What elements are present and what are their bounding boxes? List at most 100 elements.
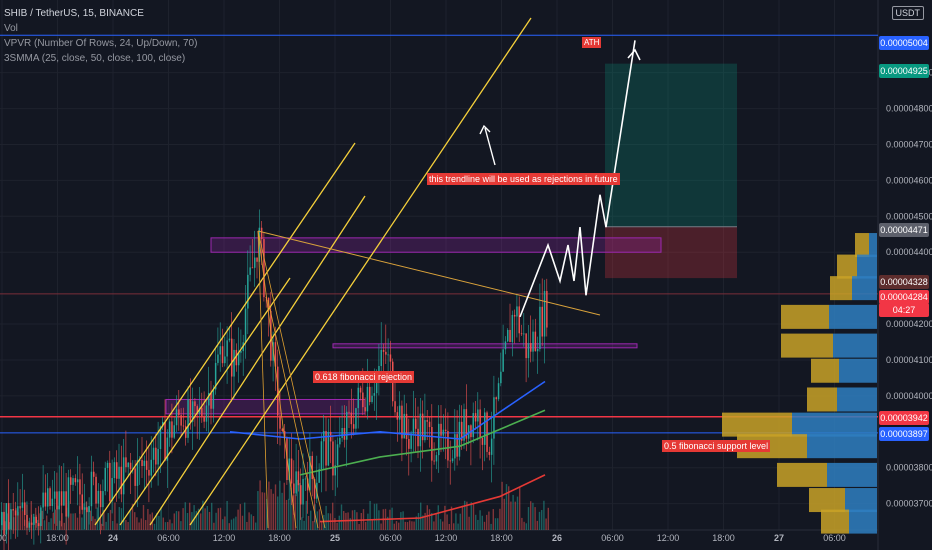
fib-fan-line — [257, 230, 297, 529]
candle-body — [486, 412, 488, 452]
volume-bar — [65, 507, 68, 530]
candle-body — [352, 424, 355, 429]
candle-body — [194, 401, 196, 407]
volume-bar — [422, 515, 424, 530]
annotation-arrow-head — [479, 124, 491, 135]
volume-bar — [393, 523, 395, 530]
volume-bar — [131, 503, 134, 530]
volume-bar — [105, 521, 107, 530]
volume-bar — [153, 523, 156, 530]
volume-bar — [160, 506, 162, 530]
candle-body — [187, 399, 189, 438]
volume-profile-down — [811, 358, 839, 383]
price-tag-countdown: 04:27 — [879, 303, 929, 317]
candle-body — [83, 507, 86, 510]
candle-body — [435, 455, 438, 462]
volume-bar — [527, 507, 530, 530]
volume-bar — [164, 522, 167, 530]
volume-bar — [277, 496, 279, 530]
volume-bar — [120, 508, 123, 530]
candle-body — [7, 503, 10, 530]
volume-bar — [79, 506, 81, 530]
volume-bar — [149, 514, 151, 530]
candle-body — [274, 342, 277, 367]
volume-bar — [358, 523, 360, 530]
fib-618-note[interactable]: 0.618 fibonacci rejection — [313, 371, 415, 383]
candle-body — [532, 331, 534, 352]
candle-body — [97, 490, 100, 504]
volume-profile-up — [857, 254, 877, 279]
legend-smma[interactable]: 3SMMA (25, close, 50, close, 100, close) — [4, 53, 186, 64]
volume-bar — [479, 510, 481, 530]
volume-bar — [400, 512, 402, 530]
trendline-note[interactable]: this trendline will be used as rejection… — [427, 173, 620, 185]
volume-bar — [481, 515, 483, 530]
volume-bar — [290, 487, 292, 530]
x-tick-label: 06:00 — [379, 533, 402, 543]
candle-body — [378, 366, 380, 376]
candle-body — [33, 516, 35, 525]
volume-bar — [125, 519, 127, 530]
volume-bar — [508, 486, 510, 530]
candle-body — [456, 434, 458, 457]
volume-bar — [224, 516, 226, 530]
volume-bar — [367, 513, 369, 530]
legend-vol[interactable]: Vol — [4, 23, 18, 34]
currency-button[interactable]: USDT — [891, 6, 924, 20]
volume-bar — [197, 508, 200, 530]
volume-bar — [536, 520, 538, 530]
candle-body — [419, 413, 422, 447]
volume-bar — [404, 521, 406, 530]
volume-bar — [472, 503, 475, 530]
x-tick-label: 18:00 — [490, 533, 513, 543]
candle-body — [180, 415, 182, 426]
candle-body — [433, 460, 435, 462]
candle-body — [484, 412, 486, 445]
candle-body — [355, 408, 357, 429]
volume-profile-down — [777, 462, 827, 487]
x-tick-label: 18:00 — [268, 533, 291, 543]
candle-body — [21, 502, 24, 508]
trend-line — [149, 195, 366, 526]
volume-bar — [312, 521, 314, 530]
volume-bar — [371, 519, 373, 530]
volume-bar — [294, 494, 296, 530]
candle-body — [3, 511, 5, 535]
volume-bar — [107, 513, 109, 530]
volume-bar — [514, 501, 516, 530]
fib-5-note[interactable]: 0.5 fibonacci support level — [662, 440, 771, 452]
candle-body — [359, 387, 362, 393]
candle-body — [371, 395, 373, 403]
candle-body — [401, 405, 403, 439]
volume-bar — [186, 512, 189, 530]
candle-body — [129, 462, 132, 470]
volume-bar — [180, 521, 182, 530]
candle-body — [509, 329, 511, 343]
volume-bar — [147, 509, 149, 530]
volume-bar — [402, 511, 404, 530]
candle-body — [35, 516, 37, 524]
volume-bar — [464, 500, 466, 530]
volume-bar — [213, 522, 215, 530]
candle-body — [99, 490, 102, 508]
candle-body — [320, 441, 323, 470]
candle-body — [495, 397, 497, 400]
candle-body — [490, 438, 493, 455]
volume-bar — [453, 523, 455, 530]
candle-body — [51, 498, 54, 507]
candle-body — [205, 405, 208, 422]
legend-symbol[interactable]: SHIB / TetherUS, 15, BINANCE — [4, 8, 144, 19]
volume-profile-up — [839, 358, 877, 383]
price-tag-ath: 0.00005004 — [879, 36, 929, 50]
smma-line — [229, 380, 546, 440]
candle-body — [428, 421, 431, 428]
volume-bar — [92, 516, 94, 530]
ath-label[interactable]: ATH — [582, 37, 602, 48]
volume-bar — [142, 505, 145, 530]
candle-body — [283, 431, 286, 437]
candle-body — [67, 477, 70, 517]
candle-body — [461, 421, 463, 441]
volume-bar — [13, 517, 15, 530]
legend-vpvr[interactable]: VPVR (Number Of Rows, 24, Up/Down, 70) — [4, 38, 198, 49]
